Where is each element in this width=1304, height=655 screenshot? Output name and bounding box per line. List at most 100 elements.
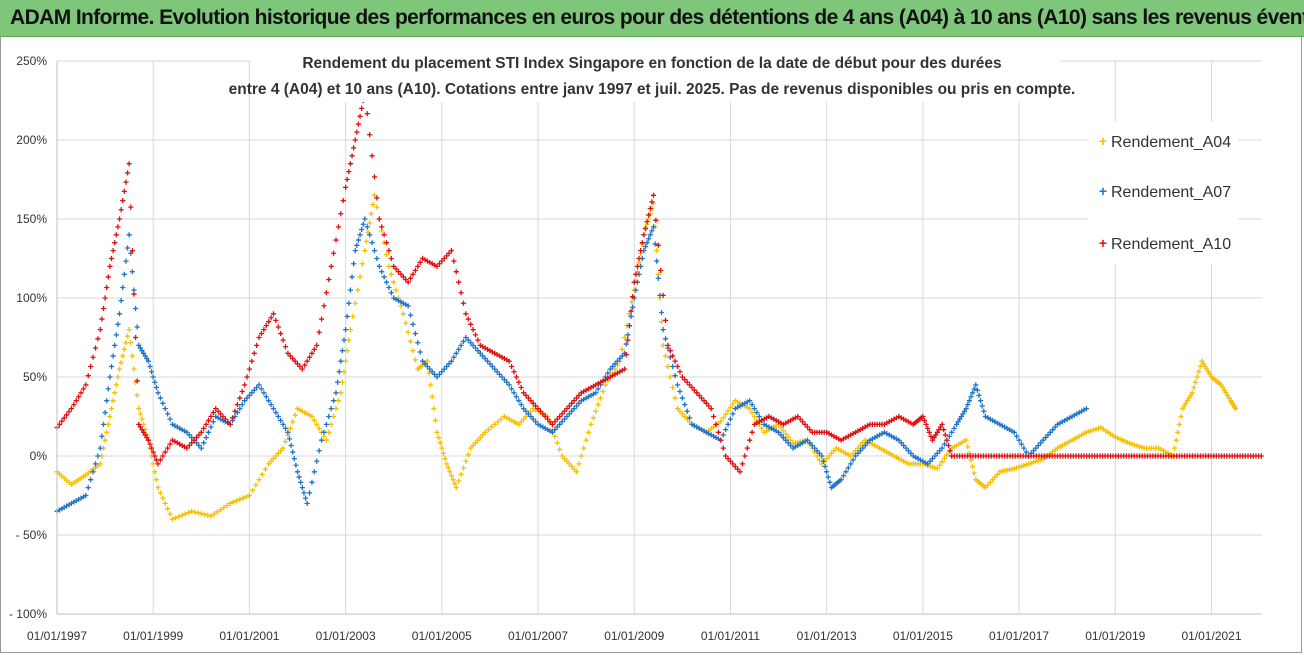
point-rendement-a10-interp (554, 416, 560, 422)
point-rendement-a10-interp (925, 425, 931, 431)
point-rendement-a10-interp (634, 263, 641, 269)
point-rendement-a07-interp (100, 421, 107, 427)
point-rendement-a10-interp (275, 324, 281, 330)
point-rendement-a07-interp (364, 224, 370, 230)
point-rendement-a04 (116, 366, 123, 372)
point-rendement-a10-interp (132, 334, 139, 341)
point-rendement-a07 (521, 406, 527, 412)
point-rendement-a04-interp (600, 388, 606, 395)
point-rendement-a07-interp (112, 342, 118, 348)
point-rendement-a04-interp (576, 461, 582, 467)
point-rendement-a07-interp (124, 245, 131, 251)
point-rendement-a07-interp (237, 406, 243, 412)
point-rendement-a07-interp (559, 419, 565, 425)
point-rendement-a07-interp (855, 450, 861, 456)
point-rendement-a07-interp (934, 450, 940, 456)
point-rendement-a10-interp (706, 403, 712, 409)
point-rendement-a10-interp (340, 197, 346, 204)
point-rendement-a07-interp (456, 346, 462, 352)
point-rendement-a04-interp (410, 348, 416, 354)
point-rendement-a04-interp (393, 287, 399, 293)
point-rendement-a07-interp (1038, 440, 1044, 446)
point-rendement-a07 (593, 390, 599, 396)
point-rendement-a07-interp (619, 353, 625, 359)
point-rendement-a04-interp (564, 458, 570, 464)
point-rendement-a07-interp (1016, 437, 1022, 443)
point-rendement-a10-interp (346, 169, 352, 175)
point-rendement-a10 (136, 421, 142, 427)
point-rendement-a07-interp (827, 479, 833, 485)
point-rendement-a04-interp (992, 474, 998, 480)
point-rendement-a07-interp (201, 440, 207, 446)
y-tick-label: 250% (16, 54, 47, 68)
point-rendement-a07 (352, 248, 358, 254)
point-rendement-a04-interp (160, 495, 166, 501)
point-rendement-a10-interp (655, 242, 661, 248)
point-rendement-a10-interp (186, 442, 192, 449)
point-rendement-a10-interp (525, 395, 532, 401)
point-rendement-a07-interp (439, 369, 445, 375)
point-rendement-a07-interp (554, 424, 560, 430)
point-rendement-a10-interp (203, 421, 209, 427)
point-rendement-a04-interp (1173, 437, 1179, 443)
point-rendement-a10-interp (191, 437, 197, 443)
point-rendement-a07-interp (367, 232, 373, 238)
point-rendement-a07-interp (323, 421, 329, 427)
point-rendement-a04 (934, 466, 940, 472)
point-rendement-a07-interp (139, 348, 145, 354)
point-rendement-a07-interp (193, 440, 200, 446)
grid (56, 60, 1262, 615)
point-rendement-a07-interp (128, 250, 134, 256)
point-rendement-a10-interp (658, 267, 664, 273)
point-rendement-a10 (448, 248, 455, 254)
point-rendement-a10 (795, 413, 801, 420)
point-rendement-a07-interp (966, 398, 972, 404)
point-rendement-a07-interp (149, 369, 155, 375)
point-rendement-a04-interp (253, 482, 259, 488)
point-rendement-a10 (227, 421, 233, 427)
point-rendement-a07-interp (672, 373, 678, 379)
x-tick-label: 01/01/2001 (219, 629, 279, 643)
point-rendement-a07 (674, 382, 681, 388)
point-rendement-a10-interp (193, 434, 200, 441)
point-rendement-a07-interp (617, 355, 623, 362)
y-tick-label: - 100% (9, 607, 47, 621)
point-rendement-a04-interp (1221, 387, 1227, 393)
point-rendement-a04-interp (278, 448, 284, 454)
point-rendement-a04-interp (270, 456, 277, 462)
legend-marker-a07: + (1099, 183, 1107, 199)
point-rendement-a04-interp (198, 511, 204, 517)
point-rendement-a10-interp (670, 353, 676, 359)
point-rendement-a04-interp (275, 450, 281, 456)
point-rendement-a07 (775, 429, 782, 435)
point-rendement-a07-interp (516, 398, 522, 404)
point-rendement-a10 (737, 469, 743, 475)
point-rendement-a07-interp (360, 221, 366, 227)
point-rendement-a07-interp (684, 408, 690, 414)
point-rendement-a10-interp (278, 330, 284, 337)
point-rendement-a04-interp (110, 398, 116, 404)
x-tick-label: 01/01/2009 (604, 629, 664, 643)
point-rendement-a04 (482, 429, 488, 435)
point-rendement-a04 (1112, 434, 1118, 440)
point-rendement-a04-interp (634, 269, 641, 275)
point-rendement-a10-interp (115, 224, 121, 230)
point-rendement-a10-interp (395, 269, 402, 275)
point-rendement-a04-interp (946, 448, 952, 455)
point-rendement-a10-interp (646, 212, 652, 218)
point-rendement-a07-interp (203, 434, 209, 441)
point-rendement-a10-interp (537, 408, 544, 414)
point-rendement-a07 (155, 390, 161, 396)
point-rendement-a07-interp (150, 374, 156, 380)
point-rendement-a04-interp (932, 465, 938, 471)
point-rendement-a04-interp (1122, 438, 1128, 444)
point-rendement-a04 (189, 508, 195, 514)
point-rendement-a07-interp (266, 398, 272, 404)
point-rendement-a04-interp (352, 300, 358, 306)
point-rendement-a10-interp (561, 408, 568, 414)
point-rendement-a10 (463, 311, 469, 317)
point-rendement-a04-interp (383, 251, 390, 258)
point-rendement-a10-interp (436, 261, 443, 267)
point-rendement-a07-interp (309, 479, 315, 485)
point-rendement-a10-interp (99, 316, 105, 322)
